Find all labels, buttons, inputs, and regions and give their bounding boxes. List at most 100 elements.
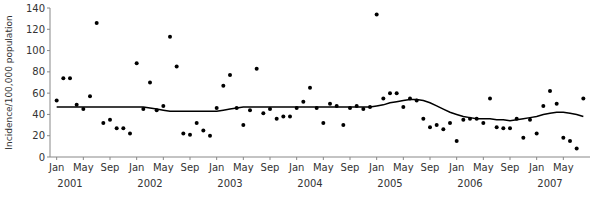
dot [555, 102, 559, 106]
axes: 020406080100120140JanMaySepJanMaySepJanM… [26, 3, 590, 190]
x-tick [243, 157, 244, 160]
dot [581, 96, 585, 100]
dot [141, 107, 145, 111]
x-tick-label: Jan [288, 162, 304, 173]
dot [268, 107, 272, 111]
dot [355, 104, 359, 108]
x-tick [163, 157, 164, 160]
dot [301, 100, 305, 104]
dot [201, 128, 205, 132]
dot [95, 21, 99, 25]
x-tick-label: May [553, 162, 574, 173]
y-tick [47, 50, 50, 51]
dot [228, 73, 232, 77]
x-tick [296, 157, 297, 160]
x-tick-label: Jan [448, 162, 464, 173]
year-label: 2003 [217, 178, 242, 189]
x-tick-label: Sep [261, 162, 280, 173]
x-tick [56, 157, 57, 160]
dot [528, 118, 532, 122]
dot [381, 96, 385, 100]
y-tick-label: 140 [26, 3, 45, 14]
dot [575, 146, 579, 150]
dot [435, 123, 439, 127]
x-tick-label: Jan [48, 162, 64, 173]
x-tick-label: May [153, 162, 174, 173]
dot [541, 104, 545, 108]
x-tick [270, 157, 271, 160]
x-tick [510, 157, 511, 160]
dot [248, 108, 252, 112]
dot [481, 121, 485, 125]
dot [281, 115, 285, 119]
dot [121, 126, 125, 130]
dot [341, 123, 345, 127]
dot [68, 76, 72, 80]
y-tick [47, 93, 50, 94]
y-tick-label: 100 [26, 45, 45, 56]
dot [208, 134, 212, 138]
dot [348, 106, 352, 110]
x-tick [563, 157, 564, 160]
dot [515, 117, 519, 121]
dot [415, 99, 419, 103]
dot [361, 107, 365, 111]
year-label: 2007 [537, 178, 562, 189]
y-tick-label: 20 [32, 130, 45, 141]
dot [235, 106, 239, 110]
x-tick [136, 157, 137, 160]
dot [175, 65, 179, 69]
dot [215, 106, 219, 110]
x-tick [83, 157, 84, 160]
dot [161, 104, 165, 108]
dot [408, 96, 412, 100]
x-tick [376, 157, 377, 160]
dot [508, 126, 512, 130]
x-tick-label: May [393, 162, 414, 173]
x-tick-label: May [73, 162, 94, 173]
y-tick [47, 29, 50, 30]
y-tick [47, 8, 50, 9]
x-tick-label: Jan [128, 162, 144, 173]
x-tick-label: Sep [421, 162, 440, 173]
x-tick [456, 157, 457, 160]
y-tick-label: 60 [32, 88, 45, 99]
x-tick-label: May [313, 162, 334, 173]
x-tick [536, 157, 537, 160]
x-tick-label: Jan [528, 162, 544, 173]
year-label: 2005 [377, 178, 402, 189]
y-axis-label: Incidence/100,000 population [4, 15, 14, 149]
dot [148, 81, 152, 85]
dot [395, 91, 399, 95]
dot [128, 132, 132, 136]
dot [388, 91, 392, 95]
year-label: 2002 [137, 178, 162, 189]
dot [321, 121, 325, 125]
y-tick-label: 40 [32, 109, 45, 120]
dot [561, 136, 565, 140]
dot [275, 117, 279, 121]
dot [428, 125, 432, 129]
x-axis-line [50, 157, 590, 158]
dot [488, 96, 492, 100]
y-tick-label: 0 [39, 152, 45, 163]
dot [75, 103, 79, 107]
y-tick [47, 157, 50, 158]
dot [441, 127, 445, 131]
year-label: 2006 [457, 178, 482, 189]
x-tick-label: May [473, 162, 494, 173]
dot [188, 133, 192, 137]
moving-average-line [57, 100, 584, 121]
dots [55, 12, 586, 150]
x-tick [483, 157, 484, 160]
dot [315, 106, 319, 110]
x-tick [110, 157, 111, 160]
dot [88, 94, 92, 98]
x-tick [190, 157, 191, 160]
dot [295, 106, 299, 110]
y-tick-label: 80 [32, 66, 45, 77]
dot [255, 67, 259, 71]
x-tick [323, 157, 324, 160]
y-tick [47, 71, 50, 72]
dot [375, 12, 379, 16]
